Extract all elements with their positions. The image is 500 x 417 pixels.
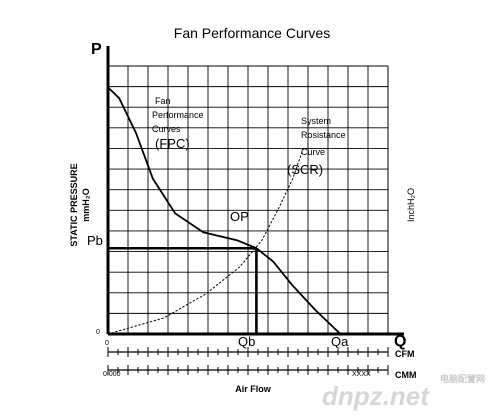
scr-tag: (SCR) <box>287 162 323 177</box>
fpc-label-line-1: Fan <box>155 96 171 106</box>
x-axis-label: Air Flow <box>235 384 271 394</box>
y-axis-letter: P <box>91 41 102 58</box>
watermark: dnpz.net 电脑配置网 <box>322 373 485 411</box>
fpc-annotation: Fan Performance Curves (FPC) <box>152 96 204 151</box>
chart-title: Fan Performance Curves <box>174 25 330 41</box>
fpc-label-line-3: Curves <box>152 124 181 134</box>
cmm-unit-label: CMM <box>395 370 417 380</box>
pb-label: Pb <box>87 233 103 248</box>
watermark-subtext: 电脑配置网 <box>440 373 485 384</box>
scr-label-line-3: Curve <box>301 147 325 157</box>
y-axis-unit-label: mmH₂O <box>81 188 91 222</box>
watermark-text: dnpz.net <box>322 381 430 411</box>
cmm-scale <box>107 365 389 375</box>
qa-label: Qa <box>331 334 349 349</box>
y-axis-right-label: InchH₂O <box>406 188 416 222</box>
scr-label-line-1: System <box>301 116 331 126</box>
cfm-scale <box>107 347 389 357</box>
series-lines <box>107 86 342 335</box>
cfm-end-label: XXXX <box>352 371 371 378</box>
reference-lines <box>108 246 258 334</box>
origin-x-label: 0 <box>105 340 109 347</box>
scr-curve <box>107 145 305 335</box>
x-axis-letter: Q <box>394 333 406 350</box>
cfm-unit-label: CFM <box>395 349 415 359</box>
grid-lines <box>108 66 388 334</box>
fpc-curve <box>107 86 342 335</box>
fpc-tag: (FPC) <box>155 136 190 151</box>
cfm-start-label: 0.000 <box>103 371 121 378</box>
scr-annotation: System Rosistance Curve (SCR) <box>287 116 346 177</box>
y-axis-label: STATIC PRESSURE <box>69 163 79 246</box>
operating-point-label: OP <box>230 209 249 224</box>
fpc-label-line-2: Performance <box>152 110 204 120</box>
qb-label: Qb <box>238 334 255 349</box>
scr-label-line-2: Rosistance <box>301 130 346 140</box>
origin-y-label: 0 <box>96 329 100 336</box>
